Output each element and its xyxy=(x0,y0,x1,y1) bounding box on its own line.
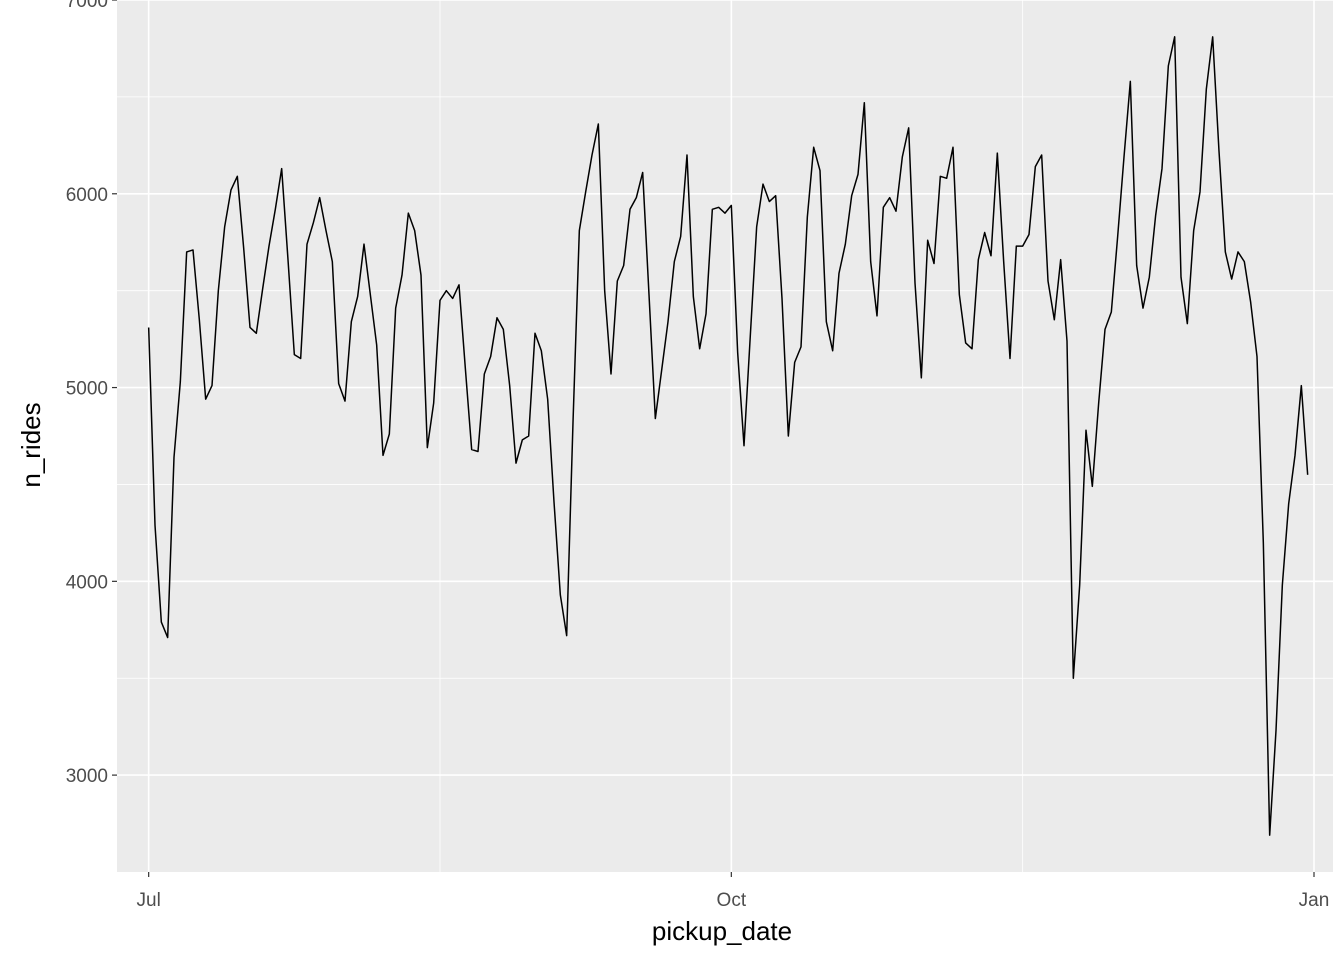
y-tick-label: 7000 xyxy=(66,0,108,12)
y-tick-label: 5000 xyxy=(66,379,108,400)
x-tick-label: Oct xyxy=(717,890,747,911)
y-tick-label: 6000 xyxy=(66,185,108,206)
plot-panel xyxy=(117,0,1333,872)
y-axis: 3000 4000 5000 6000 7000 xyxy=(66,0,117,787)
y-tick-label: 4000 xyxy=(66,572,108,593)
minor-gridlines xyxy=(117,0,1333,872)
series-line xyxy=(147,36,1309,836)
x-axis-title: pickup_date xyxy=(652,916,792,946)
x-tick-label: Jan xyxy=(1299,890,1330,911)
y-axis-title: n_rides xyxy=(16,402,46,487)
x-tick-label: Jul xyxy=(137,890,161,911)
x-axis: Jul Oct Jan xyxy=(137,872,1330,911)
y-tick-label: 3000 xyxy=(66,766,108,787)
major-gridlines xyxy=(117,0,1333,872)
